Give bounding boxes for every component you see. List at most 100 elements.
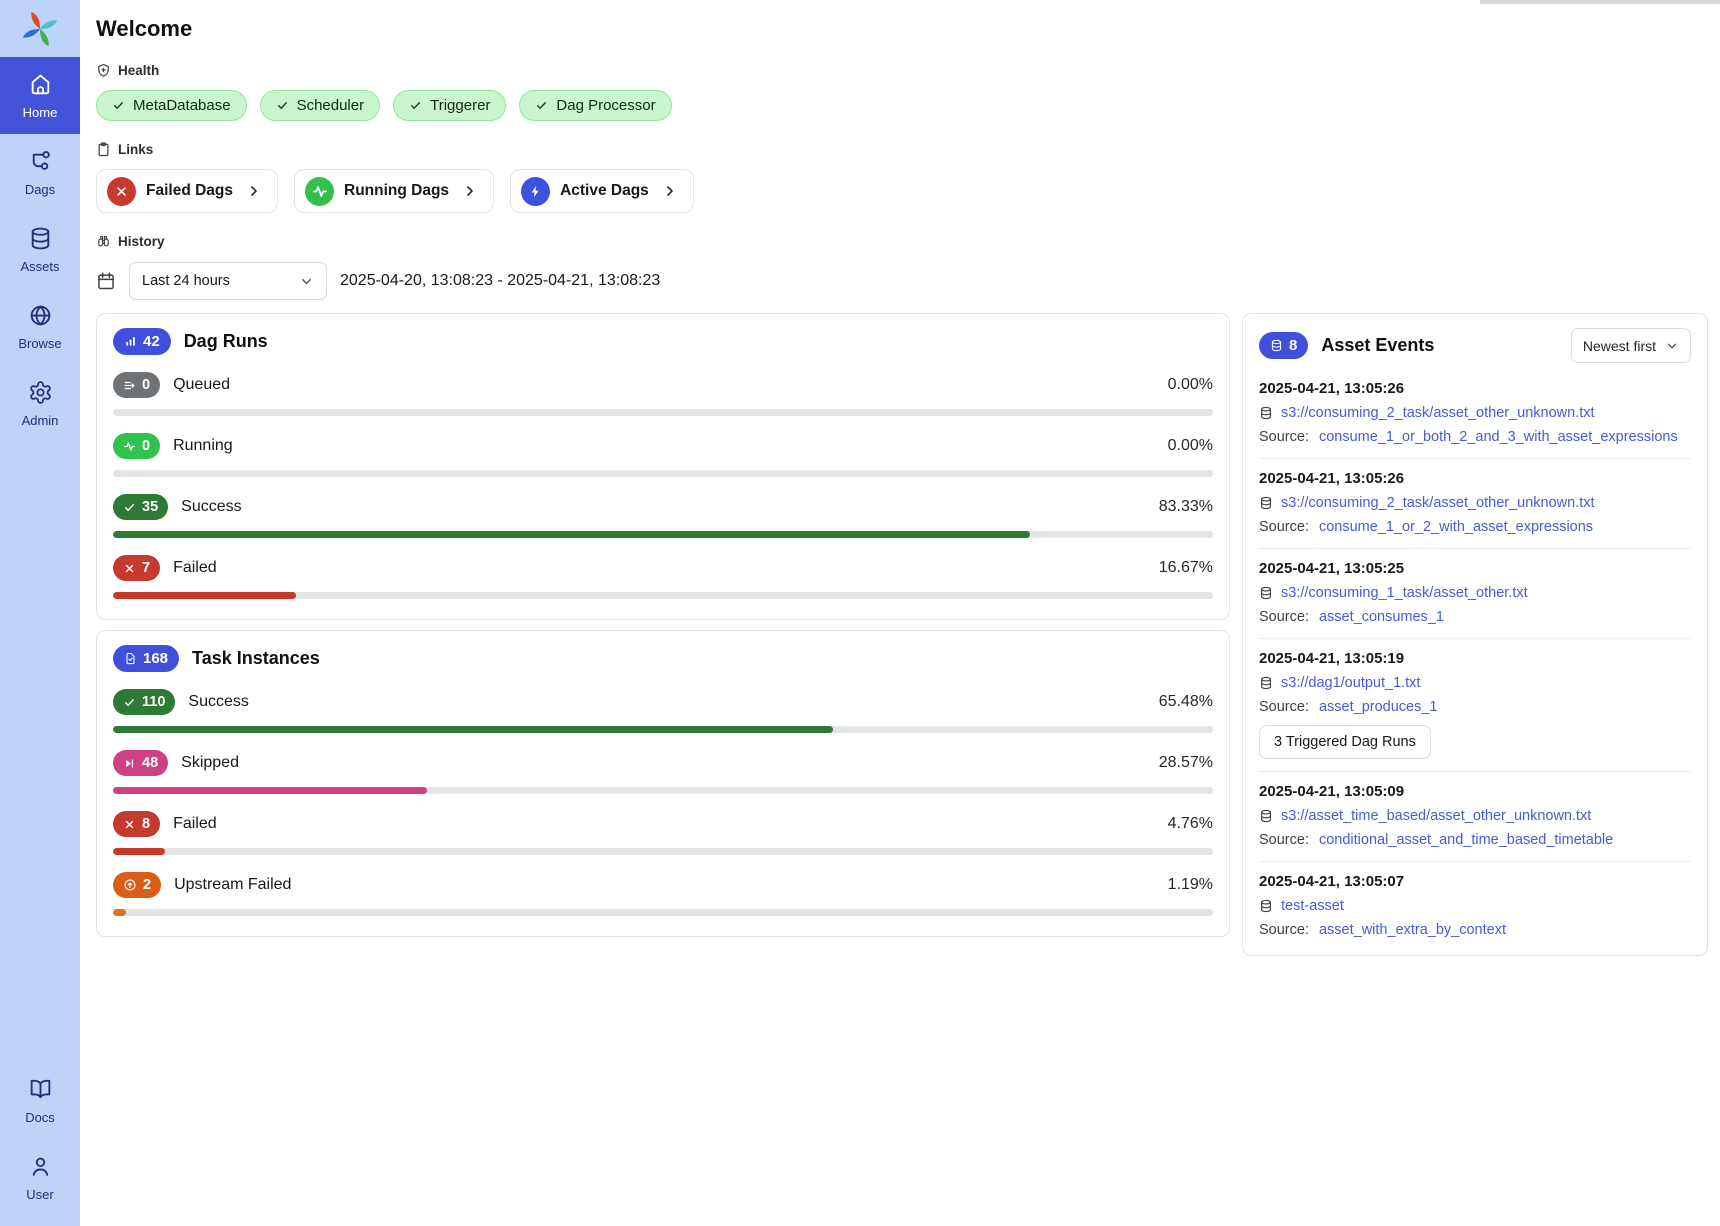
asset-events-card: 8 Asset Events Newest first 2025-04-21, … xyxy=(1242,313,1708,956)
source-dag-link[interactable]: consume_1_or_both_2_and_3_with_asset_exp… xyxy=(1318,429,1678,445)
asset-link[interactable]: s3://asset_time_based/asset_other_unknow… xyxy=(1281,808,1592,824)
health-badge-metadatabase: MetaDatabase xyxy=(96,90,247,121)
source-dag-link[interactable]: asset_with_extra_by_context xyxy=(1318,922,1506,938)
health-section-label: Health xyxy=(96,63,1708,78)
stats-column: 42 Dag Runs 0 Queued 0.00% xyxy=(96,313,1230,937)
health-badge-scheduler: Scheduler xyxy=(259,90,381,121)
sidebar-item-label: Dags xyxy=(24,182,56,197)
event-timestamp: 2025-04-21, 13:05:19 xyxy=(1259,650,1405,667)
dag-runs-total-badge: 42 xyxy=(113,328,171,355)
shield-icon xyxy=(98,63,109,77)
success-percent: 83.33% xyxy=(1158,498,1213,515)
history-range-select[interactable]: Last 24 hours xyxy=(129,262,327,300)
source-dag-link[interactable]: consume_1_or_2_with_asset_expressions xyxy=(1318,519,1594,535)
dag-runs-failed-row: 7 Failed 16.67% xyxy=(113,555,1213,599)
upstream-failed-percent: 1.19% xyxy=(1167,876,1213,893)
asset-events-sort-select[interactable]: Newest first xyxy=(1570,328,1691,363)
success-percent: 65.48% xyxy=(1158,693,1213,710)
dag-runs-card: 42 Dag Runs 0 Queued 0.00% xyxy=(96,313,1230,620)
task-instances-header: 168 Task Instances xyxy=(113,645,1213,672)
running-dags-button[interactable]: Running Dags xyxy=(294,169,495,213)
asset-event-item: 2025-04-21, 13:05:26 s3://consuming_2_ta… xyxy=(1259,458,1691,548)
asset-event-item: 2025-04-21, 13:05:19 s3://dag1/output_1.… xyxy=(1259,638,1691,771)
triggered-dag-runs-button[interactable]: 3 Triggered Dag Runs xyxy=(1259,725,1431,759)
airflow-logo[interactable] xyxy=(0,0,80,57)
source-label: Source: xyxy=(1259,519,1309,535)
admin-icon xyxy=(29,381,51,404)
health-badge-triggerer: Triggerer xyxy=(393,90,507,121)
dag-runs-running-row: 0 Running 0.00% xyxy=(113,433,1213,477)
success-progress-bar xyxy=(113,726,1213,733)
asset-link[interactable]: s3://dag1/output_1.txt xyxy=(1281,675,1421,691)
source-dag-link[interactable]: asset_consumes_1 xyxy=(1318,609,1444,625)
sidebar-item-dags[interactable]: Dags xyxy=(0,134,80,211)
running-percent: 0.00% xyxy=(1167,437,1213,454)
bolt-icon xyxy=(531,185,539,197)
event-timestamp: 2025-04-21, 13:05:25 xyxy=(1259,560,1405,577)
source-label: Source: xyxy=(1259,429,1309,445)
skip-icon xyxy=(126,758,134,768)
source-label: Source: xyxy=(1259,609,1309,625)
check-icon xyxy=(411,102,421,109)
success-progress-bar xyxy=(113,531,1213,538)
sidebar-item-user[interactable]: User xyxy=(0,1139,80,1216)
failed-count-badge: 7 xyxy=(113,555,161,581)
chevron-right-icon xyxy=(666,186,673,196)
asset-link[interactable]: s3://consuming_1_task/asset_other.txt xyxy=(1281,585,1528,601)
asset-event-item: 2025-04-21, 13:05:26 s3://consuming_2_ta… xyxy=(1259,369,1691,458)
check-icon xyxy=(125,503,134,511)
source-dag-link[interactable]: asset_produces_1 xyxy=(1318,699,1438,715)
queued-list-icon xyxy=(124,381,135,389)
x-circle-icon xyxy=(107,176,136,206)
chevron-down-icon xyxy=(1667,343,1677,348)
task-instances-card: 168 Task Instances 110 Success 65. xyxy=(96,630,1230,937)
event-timestamp: 2025-04-21, 13:05:26 xyxy=(1259,470,1405,487)
source-label: Source: xyxy=(1259,832,1309,848)
asset-link[interactable]: s3://consuming_2_task/asset_other_unknow… xyxy=(1281,405,1595,421)
activity-icon xyxy=(312,185,327,197)
dag-runs-header: 42 Dag Runs xyxy=(113,328,1213,355)
sidebar-bottom: Docs User xyxy=(0,1062,80,1226)
x-icon xyxy=(125,820,134,828)
x-icon xyxy=(125,564,134,572)
user-icon xyxy=(32,1157,48,1176)
arrow-up-circle-icon xyxy=(124,879,136,891)
links-section-label: Links xyxy=(96,142,1708,157)
queued-progress-bar xyxy=(113,409,1213,416)
sidebar-item-home[interactable]: Home xyxy=(0,57,80,134)
asset-link[interactable]: test-asset xyxy=(1281,898,1344,914)
content-columns: 42 Dag Runs 0 Queued 0.00% xyxy=(96,313,1708,956)
task-upstream-failed-row: 2 Upstream Failed 1.19% xyxy=(113,872,1213,916)
asset-events-header: 8 Asset Events Newest first xyxy=(1259,328,1691,369)
asset-events-column: 8 Asset Events Newest first 2025-04-21, … xyxy=(1242,313,1708,956)
sidebar-item-admin[interactable]: Admin xyxy=(0,365,80,442)
sidebar-item-browse[interactable]: Browse xyxy=(0,288,80,365)
x-icon xyxy=(117,186,126,196)
history-controls: Last 24 hours 2025-04-20, 13:08:23 - 202… xyxy=(96,262,1708,300)
browse-icon xyxy=(30,305,50,326)
history-range-text: 2025-04-20, 13:08:23 - 2025-04-21, 13:08… xyxy=(340,272,661,289)
chevron-right-icon xyxy=(467,186,473,196)
sidebar-item-docs[interactable]: Docs xyxy=(0,1062,80,1139)
queued-count-badge: 0 xyxy=(113,372,161,398)
failed-dags-button[interactable]: Failed Dags xyxy=(96,169,278,213)
activity-circle-icon xyxy=(305,176,334,206)
sidebar-item-label: User xyxy=(26,1187,54,1202)
clipboard-icon xyxy=(98,142,109,157)
bolt-circle-icon xyxy=(521,176,551,206)
task-instances-total-badge: 168 xyxy=(113,645,180,672)
skipped-percent: 28.57% xyxy=(1158,754,1213,771)
check-icon xyxy=(537,102,547,109)
active-dags-button[interactable]: Active Dags xyxy=(510,169,694,213)
skipped-count-badge: 48 xyxy=(113,750,169,776)
sidebar-item-label: Assets xyxy=(20,259,60,274)
failed-progress-bar xyxy=(113,592,1213,599)
dag-runs-success-row: 35 Success 83.33% xyxy=(113,494,1213,538)
event-timestamp: 2025-04-21, 13:05:26 xyxy=(1259,380,1405,397)
sidebar-item-assets[interactable]: Assets xyxy=(0,211,80,288)
health-badges: MetaDatabase Scheduler Triggerer Dag Pro… xyxy=(96,90,1708,121)
event-timestamp: 2025-04-21, 13:05:07 xyxy=(1259,873,1405,890)
calendar-icon xyxy=(98,272,114,290)
asset-link[interactable]: s3://consuming_2_task/asset_other_unknow… xyxy=(1281,495,1595,511)
source-dag-link[interactable]: conditional_asset_and_time_based_timetab… xyxy=(1318,832,1614,848)
